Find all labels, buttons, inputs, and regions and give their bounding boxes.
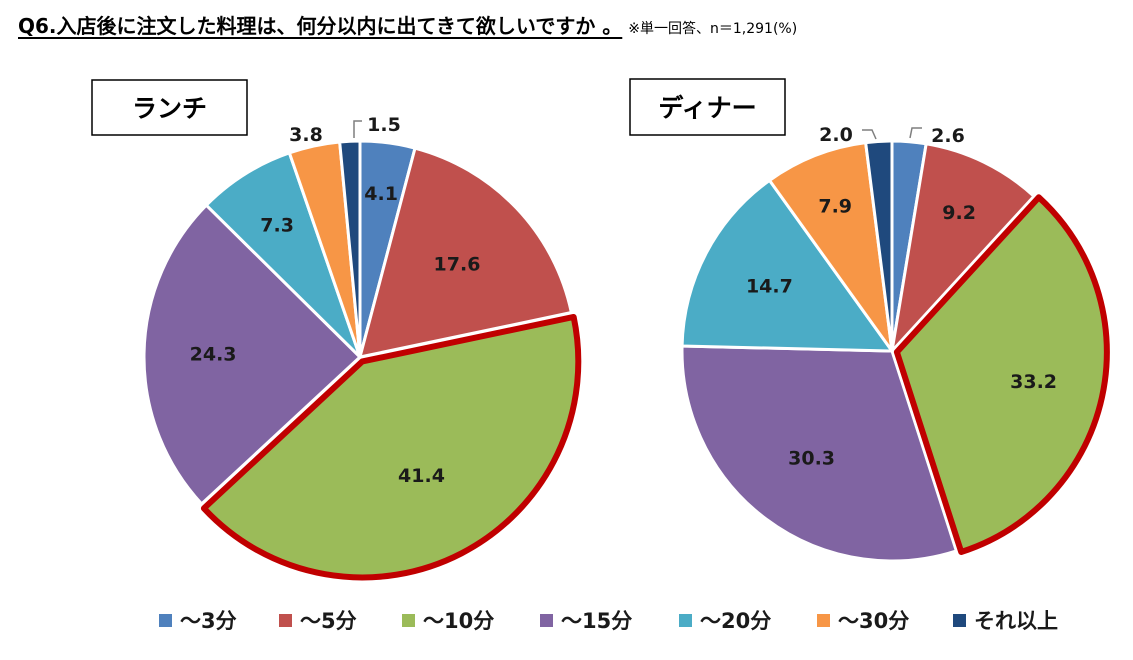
legend-swatch [279, 614, 292, 627]
data-label: 4.1 [364, 183, 398, 205]
data-label: 3.8 [289, 124, 323, 146]
data-label: 41.4 [398, 465, 445, 487]
highlight-outline [200, 313, 582, 581]
legend-label: ～30分 [838, 609, 909, 633]
pie-chart-dinner: 2.6 9.2 33.2 30.3 14.7 7.9 2.0 ディナー [629, 78, 1110, 563]
data-label: 24.3 [190, 344, 237, 366]
data-label: 30.3 [788, 448, 835, 470]
data-label: 2.6 [931, 125, 965, 147]
legend: ～3分 ～5分 ～10分 ～15分 ～20分 ～30分 それ以上 [159, 609, 1058, 633]
leader-line [862, 129, 877, 140]
panel-title: ディナー [658, 94, 756, 123]
pie-slice [204, 151, 362, 359]
pie-slice [768, 141, 894, 353]
pie-slice [864, 139, 894, 353]
data-label: 2.0 [819, 124, 853, 146]
panel-title-box [629, 78, 786, 136]
legend-label: ～5分 [300, 609, 357, 633]
pie-chart-lunch: 4.1 17.6 41.4 24.3 7.3 3.8 1.5 ランチ [91, 79, 582, 581]
legend-swatch [159, 614, 172, 627]
legend-swatch [402, 614, 415, 627]
chart-title: Q6.入店後に注文した料理は、何分以内に出てきて欲しいですか 。 [18, 14, 623, 38]
data-label: 14.7 [746, 275, 793, 297]
legend-label: ～20分 [700, 609, 771, 633]
pie-slice [338, 139, 362, 359]
pie-slice [142, 203, 362, 506]
legend-label: ～3分 [180, 609, 237, 633]
pie-slice [358, 146, 573, 359]
legend-swatch [817, 614, 830, 627]
panel-title: ランチ [132, 94, 207, 123]
data-label: 17.6 [434, 254, 481, 276]
pie-slice [680, 344, 958, 563]
legend-label: ～10分 [423, 609, 494, 633]
data-label: 9.2 [942, 202, 976, 224]
data-label: 7.3 [260, 214, 294, 236]
data-label: 1.5 [367, 114, 401, 136]
highlight-outline [893, 194, 1110, 555]
chart-note: ※単一回答、n＝1,291(%) [628, 21, 798, 37]
legend-swatch [679, 614, 692, 627]
data-label: 33.2 [1010, 371, 1057, 393]
leader-line [353, 120, 362, 138]
panel-title-box [91, 79, 248, 136]
pie-slice [890, 142, 1036, 353]
legend-swatch [953, 614, 966, 627]
legend-label: ～15分 [561, 609, 632, 633]
chart-title-row: Q6.入店後に注文した料理は、何分以内に出てきて欲しいですか 。 ※単一回答、n… [18, 10, 797, 44]
legend-label: それ以上 [974, 609, 1058, 633]
leader-line [909, 127, 922, 139]
legend-swatch [540, 614, 553, 627]
data-label: 7.9 [818, 195, 852, 217]
pie-slice [680, 178, 894, 353]
